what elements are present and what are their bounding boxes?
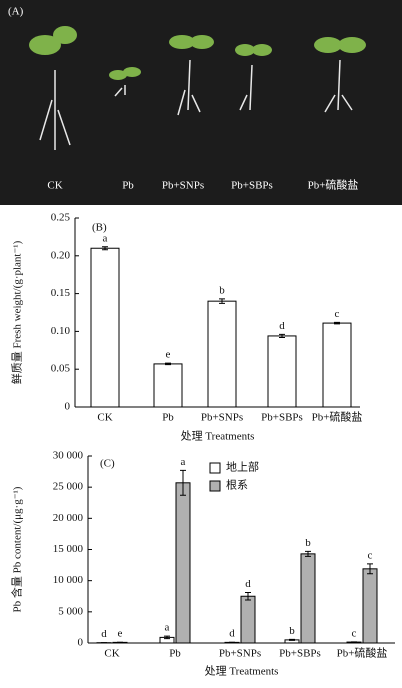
error-bar [279,333,285,338]
y-tick-label: 0 [65,401,71,413]
error-bar [219,298,225,304]
photo-panel: (A) CK Pb Pb+SNPs Pb+SBPs Pb+硫酸盐 [0,0,402,205]
y-tick-label: 25 000 [53,481,84,493]
significance-letter: a [165,622,170,634]
significance-letter: c [352,627,357,639]
error-bar [164,635,170,640]
y-tick-label: 0 [78,637,84,649]
x-axis-label: 处理 Treatments [181,430,255,443]
y-tick-label: 0.25 [51,212,71,224]
y-tick-label: 0.20 [51,249,71,261]
significance-letter: c [335,308,340,320]
x-tick-label: Pb+硫酸盐 [312,410,363,424]
bar [267,335,297,408]
error-bar [180,469,186,496]
significance-letter: d [279,320,285,332]
x-tick-label: Pb+SBPs [261,412,303,424]
legend-label: 根系 [226,478,248,492]
significance-letter: e [166,349,171,361]
error-bar [102,246,108,251]
error-bar [367,563,373,575]
significance-letter: e [118,628,123,640]
y-tick-label: 0.10 [51,325,71,337]
x-axis-label: 处理 Treatments [205,665,279,678]
significance-letter: b [289,625,295,637]
significance-letter: d [101,628,107,640]
bar [240,595,256,644]
leaves [29,26,366,80]
error-bar [245,592,251,601]
bar [175,482,191,644]
y-tick-label: 0.15 [51,287,71,299]
bar [322,322,352,408]
x-tick-label: Pb+硫酸盐 [337,646,388,660]
bar [362,568,378,644]
significance-letter: b [219,284,225,296]
significance-letter: d [229,628,235,640]
panel-label: (A) [8,6,24,18]
legend-label: 地上部 [226,460,259,474]
error-bar [305,550,311,557]
legend-swatch [209,462,221,474]
y-tick-label: 15 000 [53,543,84,555]
error-bar [334,321,340,325]
x-tick-label: Pb [162,412,174,424]
photo-label: CK [47,180,62,192]
photo-label: Pb+SBPs [231,180,273,192]
y-tick-label: 10 000 [53,574,84,586]
significance-letter: b [305,537,311,549]
y-axis-label: Pb 含量 Pb content/(μg·g⁻¹) [10,486,24,612]
panel-label: (B) [92,222,107,234]
x-tick-label: Pb+SNPs [201,412,243,424]
x-tick-label: Pb+SNPs [219,648,261,660]
bar [300,553,316,644]
x-tick-label: Pb+SBPs [279,648,321,660]
bar [153,363,183,408]
photo-label: Pb [122,180,134,192]
error-bar [165,362,171,366]
significance-letter: c [368,549,373,561]
significance-letter: a [103,232,108,244]
y-tick-label: 20 000 [53,512,84,524]
significance-letter: a [181,456,186,468]
x-tick-label: CK [97,412,112,424]
y-tick-label: 5 000 [58,605,83,617]
x-tick-label: CK [104,648,119,660]
y-tick-label: 0.05 [51,363,71,375]
x-tick-label: Pb [169,648,181,660]
bar [90,247,120,408]
photo-label: Pb+硫酸盐 [308,178,359,192]
roots [39,59,353,150]
photo-label: Pb+SNPs [162,180,204,192]
significance-letter: d [245,578,251,590]
y-tick-label: 30 000 [53,450,84,462]
panel-label: (C) [100,458,115,470]
y-axis-label: 鲜质量 Fresh weight/(g·plant⁻¹) [10,240,24,384]
bar [207,300,237,408]
legend-swatch [209,480,221,492]
error-bar [289,638,295,641]
